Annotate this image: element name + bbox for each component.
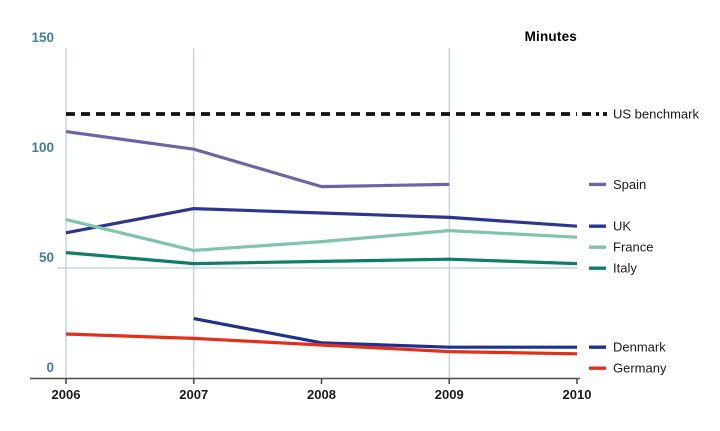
series-line-denmark bbox=[193, 317, 577, 349]
series-line-germany bbox=[65, 332, 578, 356]
uk-legend-label: UK bbox=[613, 219, 631, 234]
france-legend-label: France bbox=[613, 240, 653, 255]
x-tick-label-2008: 2008 bbox=[307, 387, 336, 402]
legend-item-germany: Germany bbox=[589, 361, 667, 376]
y-axis-unit-label: Minutes bbox=[524, 29, 577, 44]
legend-item-italy: Italy bbox=[589, 261, 637, 276]
italy-legend-label: Italy bbox=[613, 261, 637, 276]
y-tick-label-0: 0 bbox=[46, 360, 54, 375]
legend-item-us-benchmark: US benchmark bbox=[582, 107, 699, 122]
legend-item-uk: UK bbox=[589, 219, 631, 234]
us-benchmark-legend-label: US benchmark bbox=[613, 107, 699, 122]
germany-legend-label: Germany bbox=[613, 361, 667, 376]
series-line-spain bbox=[65, 130, 450, 189]
x-tick-label-2010: 2010 bbox=[563, 387, 592, 402]
denmark-legend-label: Denmark bbox=[613, 340, 666, 355]
x-tick-label-2006: 2006 bbox=[52, 387, 81, 402]
spain-legend-label: Spain bbox=[613, 177, 646, 192]
y-tick-label-100: 100 bbox=[31, 140, 54, 155]
series-line-italy bbox=[65, 251, 578, 266]
legend-item-denmark: Denmark bbox=[589, 340, 666, 355]
legend-item-spain: Spain bbox=[589, 177, 646, 192]
x-tick-label-2007: 2007 bbox=[179, 387, 208, 402]
legend-item-france: France bbox=[589, 240, 653, 255]
y-tick-label-150: 150 bbox=[31, 30, 54, 45]
y-tick-label-50: 50 bbox=[39, 250, 54, 265]
series-line-uk bbox=[65, 207, 578, 235]
series-line-france bbox=[65, 218, 578, 252]
x-tick-label-2009: 2009 bbox=[435, 387, 464, 402]
